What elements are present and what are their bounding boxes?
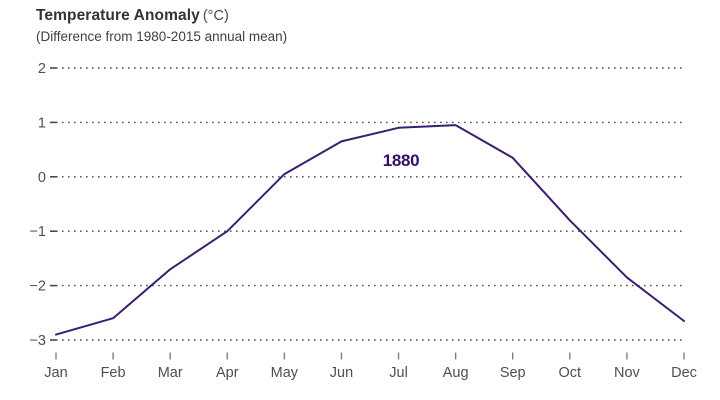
- y-tick-label: 2: [38, 61, 46, 77]
- chart-title-unit: (°C): [202, 8, 229, 24]
- month-label: Dec: [671, 365, 697, 381]
- month-label: Jul: [389, 365, 408, 381]
- y-tick-label: 0: [38, 170, 46, 186]
- month-label: Feb: [101, 365, 126, 381]
- month-label: Apr: [216, 365, 239, 381]
- y-tick-label: −2: [29, 279, 46, 295]
- chart-subtitle: (Difference from 1980-2015 annual mean): [36, 29, 288, 44]
- y-tick-label: −1: [29, 224, 46, 240]
- month-label: Nov: [614, 365, 641, 381]
- month-label: Jan: [44, 365, 67, 381]
- chart-title: Temperature Anomaly: [36, 7, 200, 24]
- month-label: Aug: [443, 365, 469, 381]
- month-label: Oct: [559, 365, 582, 381]
- month-label: May: [271, 365, 299, 381]
- series-label: 1880: [383, 151, 420, 170]
- anomaly-line-1880: [55, 124, 685, 336]
- y-tick-label: 1: [38, 115, 46, 131]
- chart-header: Temperature Anomaly (°C): [36, 7, 229, 25]
- month-label: Mar: [158, 365, 183, 381]
- month-label: Jun: [330, 365, 353, 381]
- y-tick-label: −3: [29, 333, 46, 349]
- month-label: Sep: [500, 365, 526, 381]
